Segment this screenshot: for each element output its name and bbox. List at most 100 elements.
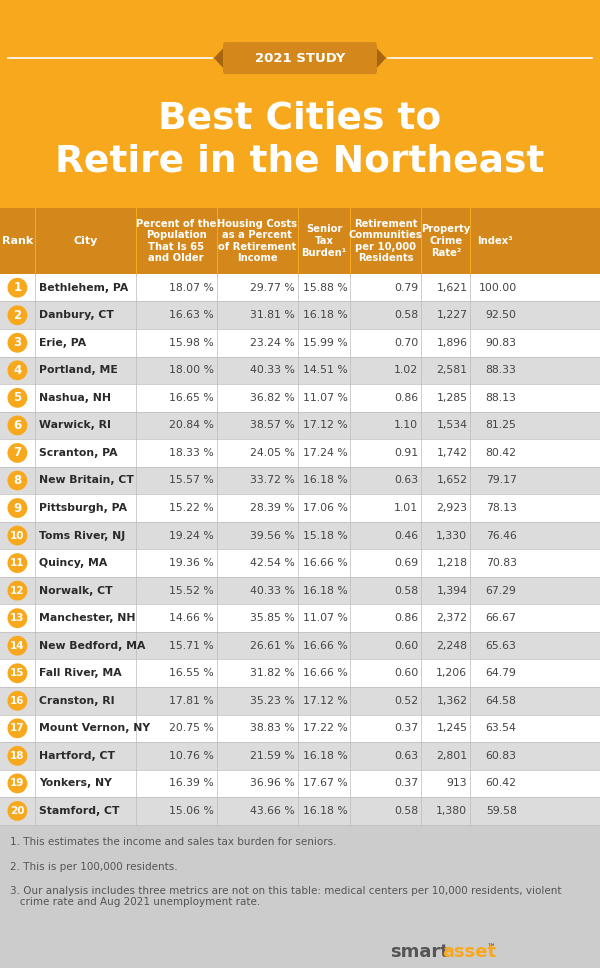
Text: 16.63 %: 16.63 %: [169, 311, 214, 320]
Text: 2: 2: [13, 309, 22, 321]
Text: 1,245: 1,245: [436, 723, 467, 734]
Text: smart: smart: [390, 943, 449, 961]
Text: 16.18 %: 16.18 %: [302, 475, 347, 486]
Bar: [0, 632, 600, 659]
Text: 1,742: 1,742: [436, 448, 467, 458]
Text: 100.00: 100.00: [478, 283, 517, 292]
Text: 0.60: 0.60: [394, 641, 418, 650]
Circle shape: [7, 663, 28, 683]
Text: Mount Vernon, NY: Mount Vernon, NY: [39, 723, 150, 734]
Text: 14.66 %: 14.66 %: [169, 613, 214, 623]
Text: 0.69: 0.69: [394, 559, 418, 568]
Text: 17.81 %: 17.81 %: [169, 696, 214, 706]
Text: 1,218: 1,218: [436, 559, 467, 568]
Text: 60.83: 60.83: [485, 751, 517, 761]
Text: 0.63: 0.63: [394, 751, 418, 761]
Text: 19.36 %: 19.36 %: [169, 559, 214, 568]
Text: 8: 8: [13, 474, 22, 487]
Bar: [0, 0, 600, 208]
Text: 65.63: 65.63: [486, 641, 517, 650]
Text: Toms River, NJ: Toms River, NJ: [39, 530, 125, 540]
Text: 35.85 %: 35.85 %: [250, 613, 295, 623]
Bar: [0, 522, 600, 549]
Text: 38.57 %: 38.57 %: [250, 420, 295, 431]
Text: Stamford, CT: Stamford, CT: [39, 806, 119, 816]
Text: 79.17: 79.17: [486, 475, 517, 486]
Text: 0.58: 0.58: [394, 311, 418, 320]
Text: 2,372: 2,372: [436, 613, 467, 623]
Text: 13: 13: [10, 613, 25, 623]
Text: 16.39 %: 16.39 %: [169, 778, 214, 788]
Text: 0.58: 0.58: [394, 806, 418, 816]
Bar: [0, 687, 600, 714]
Polygon shape: [374, 45, 386, 71]
Text: 43.66 %: 43.66 %: [250, 806, 295, 816]
Text: 1,285: 1,285: [436, 393, 467, 403]
Text: 92.50: 92.50: [485, 311, 517, 320]
Text: 5: 5: [13, 391, 22, 405]
Bar: [0, 411, 600, 439]
Circle shape: [7, 773, 28, 794]
Text: 1,896: 1,896: [436, 338, 467, 348]
Text: 66.67: 66.67: [486, 613, 517, 623]
Text: 0.46: 0.46: [394, 530, 418, 540]
Text: Rank: Rank: [2, 236, 33, 246]
Circle shape: [7, 443, 28, 463]
Text: 18.00 %: 18.00 %: [169, 365, 214, 376]
Circle shape: [7, 608, 28, 628]
Text: 17.67 %: 17.67 %: [302, 778, 347, 788]
FancyBboxPatch shape: [223, 42, 377, 75]
Text: 18.07 %: 18.07 %: [169, 283, 214, 292]
Text: 20.75 %: 20.75 %: [169, 723, 214, 734]
Text: 0.79: 0.79: [394, 283, 418, 292]
Circle shape: [7, 718, 28, 739]
Text: 0.63: 0.63: [394, 475, 418, 486]
Text: 0.70: 0.70: [394, 338, 418, 348]
Bar: [0, 714, 600, 742]
Text: 2,581: 2,581: [436, 365, 467, 376]
Text: 16.55 %: 16.55 %: [169, 668, 214, 679]
Text: Yonkers, NY: Yonkers, NY: [39, 778, 112, 788]
Text: Portland, ME: Portland, ME: [39, 365, 118, 376]
Text: 78.13: 78.13: [486, 503, 517, 513]
Text: 10.76 %: 10.76 %: [169, 751, 214, 761]
Text: 88.33: 88.33: [486, 365, 517, 376]
Text: 16.66 %: 16.66 %: [302, 559, 347, 568]
Text: 40.33 %: 40.33 %: [250, 586, 295, 595]
Text: 1: 1: [13, 282, 22, 294]
Text: 15.88 %: 15.88 %: [302, 283, 347, 292]
Text: 1,621: 1,621: [436, 283, 467, 292]
Text: 17.12 %: 17.12 %: [302, 696, 347, 706]
Bar: [0, 798, 600, 825]
Circle shape: [7, 333, 28, 352]
Text: 1,380: 1,380: [436, 806, 467, 816]
Text: Housing Costs
as a Percent
of Retirement
Income: Housing Costs as a Percent of Retirement…: [217, 219, 297, 263]
Text: Erie, PA: Erie, PA: [39, 338, 86, 348]
Text: 16.66 %: 16.66 %: [302, 668, 347, 679]
Text: 1.02: 1.02: [394, 365, 418, 376]
Bar: [0, 495, 600, 522]
Bar: [0, 329, 600, 356]
Text: 19: 19: [10, 778, 25, 788]
Text: Pittsburgh, PA: Pittsburgh, PA: [39, 503, 127, 513]
Text: Senior
Tax
Burden¹: Senior Tax Burden¹: [301, 225, 347, 257]
Text: 36.96 %: 36.96 %: [250, 778, 295, 788]
Circle shape: [7, 360, 28, 380]
Text: 14: 14: [10, 641, 25, 650]
Text: Bethlehem, PA: Bethlehem, PA: [39, 283, 128, 292]
Circle shape: [7, 278, 28, 297]
Text: 2021 STUDY: 2021 STUDY: [255, 51, 345, 65]
Text: 70.83: 70.83: [485, 559, 517, 568]
Text: 16: 16: [10, 696, 25, 706]
Text: 64.79: 64.79: [486, 668, 517, 679]
Text: 16.65 %: 16.65 %: [169, 393, 214, 403]
Text: 0.91: 0.91: [394, 448, 418, 458]
Circle shape: [7, 581, 28, 600]
Text: 16.18 %: 16.18 %: [302, 311, 347, 320]
Text: 1. This estimates the income and sales tax burden for seniors.: 1. This estimates the income and sales t…: [10, 837, 337, 847]
Polygon shape: [214, 45, 226, 71]
Text: 31.82 %: 31.82 %: [250, 668, 295, 679]
Text: 1.10: 1.10: [394, 420, 418, 431]
Bar: [0, 208, 600, 825]
Text: 0.37: 0.37: [394, 723, 418, 734]
